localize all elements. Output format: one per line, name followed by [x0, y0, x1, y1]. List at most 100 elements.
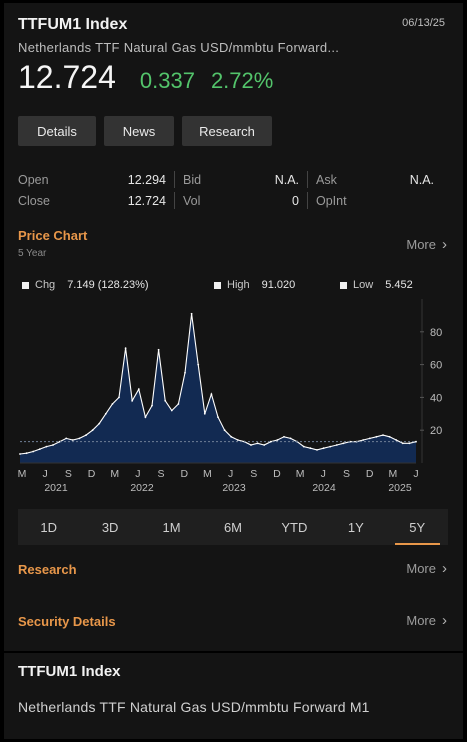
price-point [388, 435, 391, 438]
price-point [342, 442, 345, 445]
range-tab-1d[interactable]: 1D [40, 519, 58, 535]
price-point [164, 399, 167, 402]
legend-high-label: High [227, 279, 250, 291]
price-point [124, 347, 127, 350]
price-point [197, 363, 200, 366]
x-year-label: 2024 [312, 482, 336, 494]
price-point [316, 449, 318, 451]
price-point [415, 440, 417, 443]
price-chart-period: 5 Year [18, 248, 47, 259]
x-tick-label: S [158, 468, 165, 480]
x-tick-label: S [65, 468, 72, 480]
price-point [190, 312, 193, 315]
price-point [144, 416, 147, 418]
vol-value: 0 [292, 193, 299, 208]
more-label: More [406, 237, 436, 252]
price-point [32, 450, 35, 453]
x-year-label: 2025 [388, 482, 412, 494]
open-value: 12.294 [127, 172, 166, 187]
range-tab-6m[interactable]: 6M [223, 519, 242, 535]
research-section-title[interactable]: Research [18, 562, 77, 577]
x-tick-label: M [110, 468, 119, 480]
x-tick-label: D [88, 468, 96, 480]
x-year-label: 2021 [44, 482, 68, 494]
price-point [184, 371, 186, 374]
price-point [223, 429, 226, 432]
price-chart-title: Price Chart [18, 228, 88, 243]
quote-date: 06/13/25 [402, 17, 445, 29]
x-tick-label: S [250, 468, 257, 480]
price-point [335, 444, 338, 446]
price-point [131, 399, 134, 402]
price-point [137, 388, 140, 391]
percent-change: 2.72% [210, 68, 274, 93]
price-point [362, 439, 365, 441]
action-buttons: Details News Research [18, 116, 272, 146]
y-tick-label: 40 [430, 392, 442, 404]
details-button[interactable]: Details [18, 116, 96, 146]
price-point [375, 435, 378, 438]
divider [307, 192, 308, 209]
range-tab-ytd[interactable]: YTD [281, 519, 308, 535]
legend-change: Chg 7.149 (128.23%) [22, 279, 149, 291]
price-point [85, 434, 87, 436]
range-tab-3d[interactable]: 3D [101, 519, 119, 535]
price-point [111, 403, 114, 405]
security-description: Netherlands TTF Natural Gas USD/mmbtu Fo… [18, 40, 340, 55]
x-tick-label: D [366, 468, 374, 480]
legend-high: High 91.020 [214, 279, 295, 291]
x-tick-label: M [296, 468, 305, 480]
y-tick-label: 60 [430, 360, 442, 372]
price-point [65, 437, 68, 440]
range-tab-1y[interactable]: 1Y [347, 519, 364, 535]
summary-ticker: TTFUM1 Index [18, 663, 121, 680]
legend-low-label: Low [353, 279, 374, 291]
more-label: More [406, 613, 436, 628]
security-more-link[interactable]: More › [406, 612, 447, 629]
quote-card: TTFUM1 Index 06/13/25 Netherlands TTF Na… [4, 3, 463, 651]
price-chart-more-link[interactable]: More › [406, 236, 447, 253]
research-button[interactable]: Research [182, 116, 272, 146]
close-value: 12.724 [127, 193, 166, 208]
bid-value: N.A. [274, 172, 299, 187]
x-tick-label: J [413, 468, 418, 480]
x-year-label: 2022 [130, 482, 154, 494]
close-label: Close [18, 193, 50, 208]
ask-value: N.A. [409, 172, 434, 187]
price-point [382, 434, 384, 436]
x-tick-label: D [180, 468, 188, 480]
price-point [302, 445, 305, 448]
chevron-right-icon: › [442, 612, 447, 629]
price-chart[interactable]: 20 40 60 80 M J S D M J S D M J S D M J S D M J 2021 2022 2023 20… [18, 295, 448, 500]
y-tick-label: 80 [430, 327, 442, 339]
research-more-link[interactable]: More › [406, 560, 447, 577]
quote-grid: Open 12.294 Bid N.A. Ask N.A. Close 12.7… [18, 169, 448, 211]
legend-chg-label: Chg [35, 279, 56, 291]
news-button[interactable]: News [104, 116, 174, 146]
x-tick-label: M [388, 468, 397, 480]
price-point [91, 429, 94, 432]
range-tab-1m[interactable]: 1M [162, 519, 181, 535]
price-point [289, 437, 292, 440]
x-tick-label: M [203, 468, 212, 480]
ask-label: Ask [316, 172, 337, 187]
price-point [151, 404, 153, 407]
x-tick-label: D [273, 468, 281, 480]
range-tab-5y[interactable]: 5Y [387, 509, 448, 545]
more-label: More [406, 561, 436, 576]
ticker-title: TTFUM1 Index [18, 16, 128, 33]
legend-high-value: 91.020 [261, 279, 296, 291]
security-summary-card: TTFUM1 Index Netherlands TTF Natural Gas… [4, 653, 463, 739]
price-area [20, 313, 416, 463]
x-tick-label: J [321, 468, 326, 480]
security-details-title[interactable]: Security Details [18, 614, 116, 629]
price-point [104, 412, 107, 415]
price-point [19, 453, 21, 455]
price-point [52, 444, 54, 446]
x-tick-label: J [135, 468, 140, 480]
x-year-label: 2023 [222, 482, 246, 494]
chevron-right-icon: › [442, 560, 447, 577]
price-point [203, 412, 206, 415]
price-row: 12.724 0.337 2.72% [18, 59, 273, 96]
price-point [322, 447, 325, 450]
